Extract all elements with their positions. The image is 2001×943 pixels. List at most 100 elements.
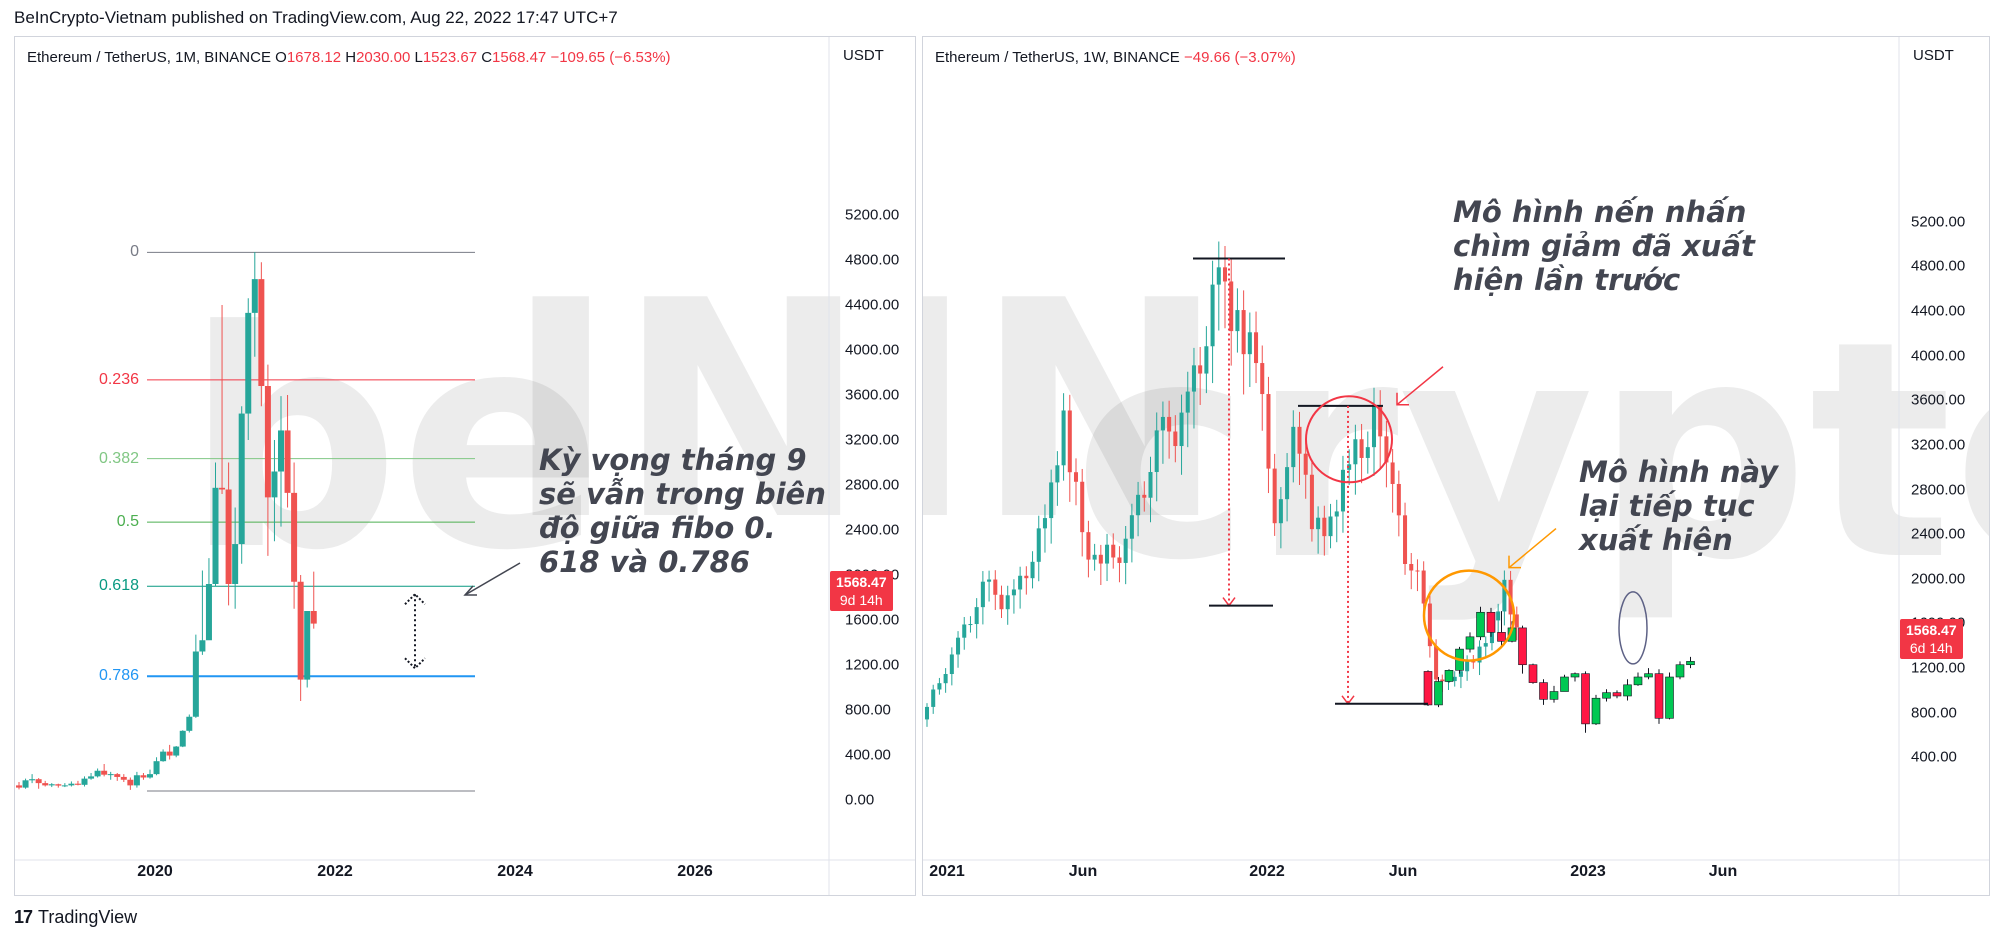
time-axis-tick: 2023 [1570, 863, 1606, 880]
candle-body [166, 751, 173, 756]
candle-body [1185, 391, 1190, 413]
overlay-candle-body [1518, 627, 1527, 666]
candle-body [258, 279, 265, 386]
change-value: −109.65 (−6.53%) [550, 49, 671, 66]
fib-level-label: 0.786 [98, 667, 139, 685]
price-axis-tick: 1200.00 [1911, 659, 1966, 677]
overlay-pattern-ellipse [1618, 591, 1648, 665]
expectation-annotation: Kỳ vọng tháng 9 sẽ vẫn trong biên độ giữ… [539, 443, 826, 579]
candle-body [114, 774, 121, 777]
overlay-candle-body [1465, 636, 1475, 650]
price-axis-tick: 3200.00 [1911, 436, 1966, 454]
fib-level-label: 0.236 [98, 370, 139, 388]
candle-body [251, 279, 258, 313]
tradingview-footer[interactable]: 17 TradingView [14, 907, 137, 928]
last-price: 1568.47 [836, 574, 887, 590]
price-axis-tick: 2400.00 [845, 521, 900, 539]
candle-body [140, 775, 147, 778]
price-axis-tick: 3600.00 [845, 386, 900, 404]
candle-body [931, 689, 936, 707]
candle-body [42, 783, 49, 786]
candle-body [1359, 439, 1364, 458]
overlay-candle-body [1434, 681, 1443, 706]
overlay-candle-body [1654, 673, 1664, 719]
candle-body [1061, 410, 1066, 466]
candle-body [153, 761, 160, 775]
candle-body [127, 779, 134, 786]
candle-body [1049, 482, 1054, 519]
candle-body [1036, 528, 1041, 562]
overlay-candle-body [1612, 692, 1622, 697]
candle-body [120, 776, 127, 780]
candle-body [980, 581, 985, 608]
monthly-candlestick-chart[interactable] [15, 37, 915, 895]
candle-body [1371, 406, 1377, 448]
candle-body [278, 430, 284, 472]
candle-body [1191, 365, 1196, 392]
time-axis-tick: Jun [1708, 863, 1738, 880]
candle-body [999, 594, 1004, 610]
candle-body [1241, 310, 1246, 355]
time-axis-tick: 2026 [677, 863, 713, 880]
candle-body [1303, 453, 1308, 475]
candle-body [993, 579, 998, 595]
overlay-candle-body [1602, 692, 1611, 699]
pointer-arrow-red-head [1396, 392, 1409, 406]
candle-body [1322, 517, 1327, 537]
price-axis-tick: 400.00 [1911, 748, 1957, 766]
time-axis-tick: 2022 [1249, 863, 1285, 880]
candle-body [1291, 426, 1296, 468]
candle-body [937, 683, 942, 690]
candle-body [186, 716, 193, 731]
weekly-candlestick-chart[interactable] [923, 37, 1989, 895]
candle-body [61, 785, 68, 787]
overlay-candle-body [1560, 676, 1569, 692]
symbol-label[interactable]: Ethereum / TetherUS, 1W, BINANCE [935, 49, 1180, 66]
candle-body [1247, 332, 1252, 355]
price-axis-tick: 2800.00 [845, 476, 900, 494]
overlay-candle-body [1644, 673, 1653, 678]
chart-panel-weekly[interactable]: IN crypto Ethereum / TetherUS, 1W, BINAN… [922, 36, 1990, 896]
candle-body [1229, 281, 1234, 332]
time-axis-tick: Jun [1388, 863, 1418, 880]
candle-body [1465, 661, 1470, 672]
time-axis-tick: 2020 [137, 863, 173, 880]
candle-body [133, 775, 140, 786]
ohlc-h: H2030.00 [341, 49, 411, 66]
candle-body [1514, 614, 1519, 628]
candle-body [943, 674, 948, 684]
chart-legend: Ethereum / TetherUS, 1W, BINANCE −49.66 … [935, 49, 1296, 66]
candle-body [1285, 467, 1290, 500]
candle-body [1427, 603, 1432, 647]
candle-body [1384, 436, 1389, 463]
symbol-label[interactable]: Ethereum / TetherUS, 1M, BINANCE [27, 49, 271, 66]
price-axis-tick: 4000.00 [1911, 347, 1966, 365]
overlay-candle-body [1486, 611, 1496, 633]
ohlc-c: C1568.47 [477, 49, 547, 66]
candle-body [245, 312, 252, 414]
candle-body [1005, 595, 1010, 610]
price-axis-tick: 800.00 [1911, 704, 1957, 722]
chart-panel-monthly[interactable]: be IN Ethereum / TetherUS, 1M, BINANCE O… [14, 36, 916, 896]
candle-body [1477, 646, 1482, 663]
pointer-arrow [464, 562, 521, 596]
candle-body [1098, 554, 1103, 564]
candle-body [1309, 474, 1314, 530]
candle-body [238, 413, 245, 545]
candle-body [147, 774, 153, 778]
candle-body [192, 651, 199, 717]
candle-body [1483, 643, 1488, 647]
candle-body [284, 430, 291, 493]
range-arrow-head-down [404, 657, 426, 670]
pointer-arrow-orange [1508, 528, 1557, 569]
time-axis-tick: 2022 [317, 863, 353, 880]
candle-body [1260, 363, 1265, 395]
candle-body [1111, 544, 1116, 558]
candle-body [1266, 394, 1271, 469]
candle-body [94, 770, 101, 777]
candle-body [173, 746, 180, 756]
candle-body [35, 779, 42, 784]
candle-body [1055, 465, 1060, 483]
tradingview-wordmark: TradingView [38, 907, 138, 927]
candle-body [1173, 431, 1178, 447]
